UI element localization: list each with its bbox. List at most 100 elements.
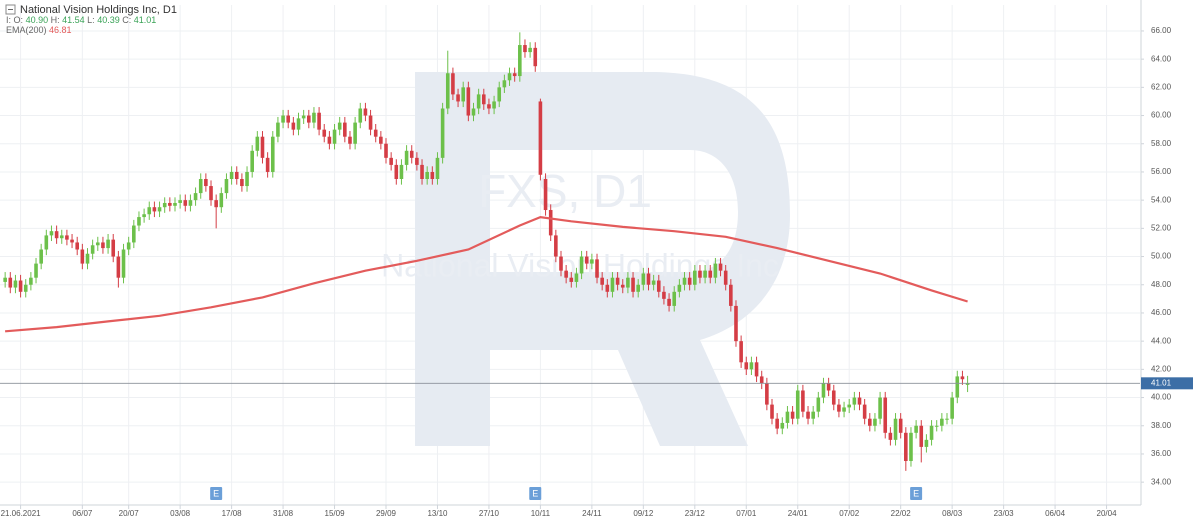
candle-body xyxy=(204,178,208,187)
candle-body xyxy=(492,101,496,109)
candle-body xyxy=(70,239,74,243)
candle-body xyxy=(487,104,491,109)
candle-body xyxy=(219,193,224,208)
candle-body xyxy=(965,383,970,385)
event-label: E xyxy=(532,488,538,498)
candle-body xyxy=(142,214,146,218)
candle-body xyxy=(121,249,126,278)
x-tick-label: 24/01 xyxy=(788,509,809,518)
candle-body xyxy=(878,397,882,419)
candle-body xyxy=(183,200,188,206)
x-tick-label: 07/01 xyxy=(736,509,757,518)
candle-body xyxy=(497,87,502,102)
candle-body xyxy=(75,242,80,250)
candle-body xyxy=(368,115,373,130)
candle-body xyxy=(533,47,538,67)
candle-body xyxy=(116,256,121,278)
candle-body xyxy=(229,171,234,179)
candle-body xyxy=(909,432,913,462)
candle-body xyxy=(430,171,435,179)
candle-body xyxy=(8,277,13,288)
candle-body xyxy=(270,136,275,172)
candle-body xyxy=(523,45,527,53)
candle-body xyxy=(440,108,445,158)
candle-body xyxy=(327,136,332,144)
candle-body xyxy=(620,284,625,288)
candle-body xyxy=(806,411,810,419)
candle-body xyxy=(198,178,203,194)
candle-body xyxy=(610,277,615,292)
candle-body xyxy=(451,73,455,95)
y-tick-label: 46.00 xyxy=(1151,308,1172,317)
y-tick-label: 36.00 xyxy=(1151,449,1172,458)
candle-body xyxy=(162,202,167,208)
candle-body xyxy=(852,397,857,405)
candle-body xyxy=(425,171,429,179)
candle-body xyxy=(518,45,522,77)
candle-body xyxy=(132,225,136,243)
candle-body xyxy=(605,284,610,292)
candle-body xyxy=(337,122,342,130)
candle-body xyxy=(363,108,368,116)
x-tick-label: 23/03 xyxy=(994,509,1015,518)
header-value: 41.54 xyxy=(62,15,85,25)
candle-body xyxy=(816,397,821,412)
candle-body xyxy=(873,418,877,426)
candle-body xyxy=(95,242,100,246)
header-value: 40.90 xyxy=(26,15,49,25)
candle-body xyxy=(626,277,630,288)
candle-body xyxy=(65,235,69,240)
candle-body xyxy=(703,270,707,278)
candle-body xyxy=(831,390,836,405)
candle-body xyxy=(579,256,584,274)
candle-body xyxy=(780,422,785,429)
candle-body xyxy=(744,362,749,370)
candle-body xyxy=(137,217,141,226)
candle-body xyxy=(265,157,270,172)
candle-body xyxy=(307,115,311,123)
candle-body xyxy=(404,150,409,165)
candle-body xyxy=(399,164,404,179)
x-tick-label: 31/08 xyxy=(273,509,294,518)
event-marker xyxy=(529,487,542,500)
x-tick-label: 06/07 xyxy=(72,509,93,518)
candle-body xyxy=(934,425,939,427)
candle-body xyxy=(595,259,599,278)
candle-body xyxy=(384,143,388,158)
candle-body xyxy=(126,242,131,250)
candle-body xyxy=(394,164,399,179)
candle-body xyxy=(157,207,162,212)
x-tick-label: 15/09 xyxy=(325,509,346,518)
candle-body xyxy=(291,122,296,130)
candle-body xyxy=(919,425,924,447)
candle-body xyxy=(904,432,908,462)
candle-body xyxy=(955,376,960,398)
header-value: 41.01 xyxy=(134,15,157,25)
watermark-logo xyxy=(415,72,790,446)
candle-body xyxy=(867,418,872,426)
chart-title: National Vision Holdings Inc, D1 xyxy=(20,4,177,16)
candle-body xyxy=(343,122,347,137)
candle-body xyxy=(543,178,548,211)
candle-body xyxy=(662,291,666,299)
y-tick-label: 48.00 xyxy=(1151,280,1172,289)
candle-body xyxy=(85,253,90,264)
x-tick-label: 13/10 xyxy=(427,509,448,518)
candle-body xyxy=(512,73,517,77)
candle-body xyxy=(415,157,419,165)
header-label: L: xyxy=(87,15,95,25)
candle-body xyxy=(23,284,28,292)
candle-body xyxy=(667,298,671,306)
candle-body xyxy=(389,157,393,165)
candle-body xyxy=(739,341,743,363)
candle-body xyxy=(286,115,291,123)
candle-body xyxy=(646,273,651,285)
x-tick-label: 27/10 xyxy=(479,509,500,518)
candle-body xyxy=(358,108,363,123)
header-label: O: xyxy=(14,15,24,25)
candle-body xyxy=(435,157,440,179)
header-label: H: xyxy=(51,15,60,25)
candle-body xyxy=(898,418,903,433)
candle-body xyxy=(234,171,239,179)
x-tick-label: 21.06.2021 xyxy=(1,509,42,518)
